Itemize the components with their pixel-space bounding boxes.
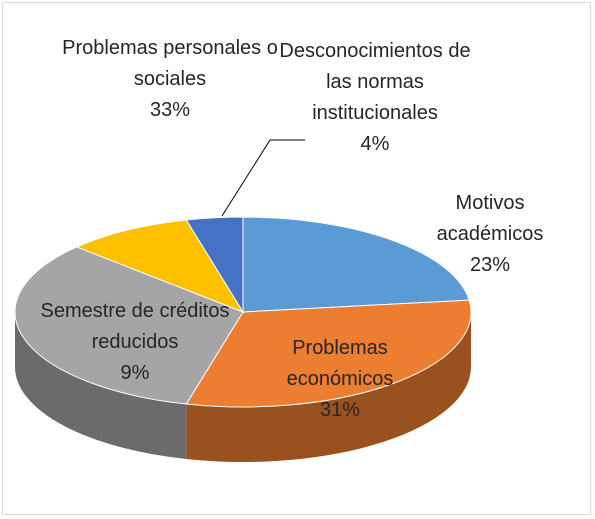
pie-slice-side [186, 312, 471, 463]
pie-slice [14, 246, 244, 405]
value-label: 23% [469, 254, 511, 276]
pie-tops [14, 216, 472, 408]
data-label: Problemas personales o sociales 33% [50, 33, 290, 126]
chart-frame [2, 2, 591, 515]
leader-line [221, 139, 305, 217]
pie-slice [242, 216, 470, 313]
data-label: Problemas económicos 31% [255, 333, 425, 426]
category-label: Motivos académicos [436, 192, 544, 245]
data-label: Motivos académicos 23% [415, 188, 565, 281]
data-label: Desconocimientos de las normas instituci… [265, 36, 485, 160]
value-label: 31% [319, 399, 361, 421]
data-label: Semestre de créditos reducidos 9% [35, 296, 235, 389]
category-label: Problemas personales o sociales [62, 37, 278, 90]
value-label: 4% [360, 133, 390, 155]
value-label: 33% [149, 99, 191, 121]
category-label: Desconocimientos de las normas instituci… [279, 40, 471, 124]
pie-sides [15, 312, 471, 463]
value-label: 9% [120, 362, 150, 384]
pie-slice-side [15, 312, 187, 460]
pie-slice [185, 299, 472, 408]
pie-slice [75, 219, 245, 314]
pie-slice [185, 216, 244, 314]
category-label: Problemas económicos [286, 337, 394, 390]
category-label: Semestre de créditos reducidos [40, 300, 230, 353]
